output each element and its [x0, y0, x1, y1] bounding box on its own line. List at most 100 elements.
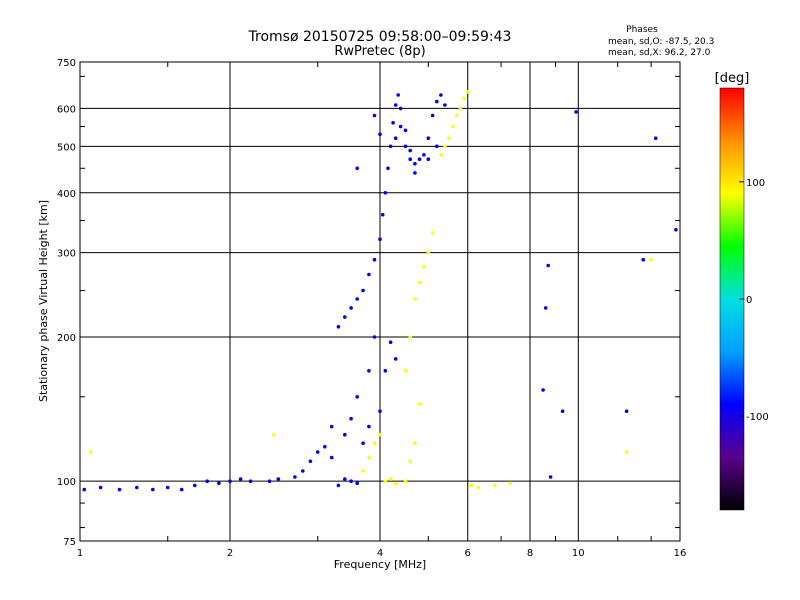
data-point: [361, 288, 365, 293]
y-tick-label: 500: [57, 142, 76, 153]
data-point: [378, 432, 382, 437]
data-point: [408, 335, 413, 339]
data-point: [454, 113, 459, 118]
data-point: [391, 121, 395, 125]
data-point: [548, 475, 553, 479]
data-point: [443, 144, 447, 149]
x-tick-label: 10: [572, 548, 585, 559]
data-point: [165, 485, 170, 490]
x-tick-label: 4: [377, 548, 383, 559]
legend-line-x: mean, sd,X: 96.2, 27.0: [608, 48, 711, 58]
x-axis-label: Frequency [MHz]: [334, 558, 426, 571]
data-point: [458, 106, 463, 111]
data-point: [541, 388, 545, 392]
chart-title: Tromsø 20150725 09:58:00–09:59:43: [248, 29, 512, 45]
data-points: [82, 90, 678, 492]
y-tick-label: 75: [63, 537, 76, 548]
data-point: [674, 227, 678, 232]
data-point: [205, 479, 209, 484]
y-axis: 75 100 200 300 400 500 600 750: [57, 58, 76, 548]
data-point: [403, 369, 408, 373]
data-point: [336, 325, 341, 329]
data-point: [413, 297, 417, 301]
data-point: [349, 479, 353, 484]
data-point: [383, 369, 388, 373]
colorbar-tick-label: -100: [746, 412, 769, 423]
data-point: [469, 483, 474, 488]
data-point: [301, 469, 305, 473]
data-point: [560, 409, 565, 414]
x-tick-label: 1: [77, 548, 83, 559]
data-point: [430, 113, 435, 118]
data-point: [355, 166, 360, 171]
data-point: [426, 136, 431, 140]
data-point: [413, 441, 417, 446]
data-point: [372, 257, 377, 262]
data-point: [413, 161, 417, 166]
data-point: [267, 479, 272, 484]
legend-title: Phases: [626, 25, 658, 35]
data-point: [388, 144, 393, 149]
colorbar-tick-label: 100: [746, 178, 765, 189]
x-tick-label: 8: [527, 548, 533, 559]
data-point: [649, 257, 653, 262]
data-point: [217, 481, 221, 486]
data-point: [393, 357, 398, 361]
data-point: [465, 90, 470, 94]
data-point: [343, 477, 347, 481]
y-tick-label: 600: [57, 104, 76, 115]
data-point: [653, 136, 658, 140]
data-point: [361, 469, 365, 473]
data-point: [403, 128, 408, 133]
data-point: [403, 479, 408, 484]
y-tick-label: 200: [57, 333, 76, 344]
data-point: [439, 93, 443, 97]
data-point: [408, 148, 413, 153]
data-point: [323, 444, 327, 449]
data-point: [135, 485, 139, 490]
data-point: [343, 315, 347, 319]
data-point: [430, 231, 435, 235]
plot-grid: [80, 62, 680, 541]
colorbar-label: [deg]: [715, 71, 750, 86]
data-point: [439, 153, 443, 157]
data-point: [476, 485, 481, 490]
x-tick-label: 6: [465, 548, 471, 559]
data-point: [372, 441, 377, 446]
data-point: [82, 487, 87, 492]
data-point: [546, 263, 550, 268]
data-point: [349, 416, 353, 421]
colorbar-tick-label: 0: [746, 295, 752, 306]
x-tick-label: 2: [227, 548, 233, 559]
y-axis-label: Stationary phase Virtual Height [km]: [37, 200, 50, 402]
data-point: [372, 335, 377, 339]
data-point: [272, 432, 276, 437]
data-point: [293, 475, 297, 479]
data-point: [343, 432, 347, 437]
data-point: [417, 402, 422, 406]
data-point: [396, 93, 401, 97]
y-tick-label: 300: [57, 249, 76, 260]
data-point: [393, 481, 398, 486]
data-point: [355, 395, 360, 399]
data-point: [349, 306, 353, 310]
data-point: [367, 369, 371, 373]
data-point: [248, 479, 253, 484]
data-point: [315, 450, 320, 454]
data-point: [422, 153, 426, 157]
data-point: [393, 103, 398, 107]
data-point: [417, 157, 422, 161]
data-point: [308, 459, 313, 464]
data-point: [426, 157, 431, 161]
data-point: [451, 124, 455, 129]
data-point: [543, 306, 548, 310]
data-point: [393, 136, 398, 140]
data-point: [447, 136, 451, 140]
y-tick-label: 750: [57, 58, 76, 69]
data-point: [398, 106, 403, 111]
data-point: [151, 487, 155, 492]
data-point: [383, 191, 388, 195]
data-point: [422, 265, 426, 269]
data-point: [408, 459, 413, 464]
